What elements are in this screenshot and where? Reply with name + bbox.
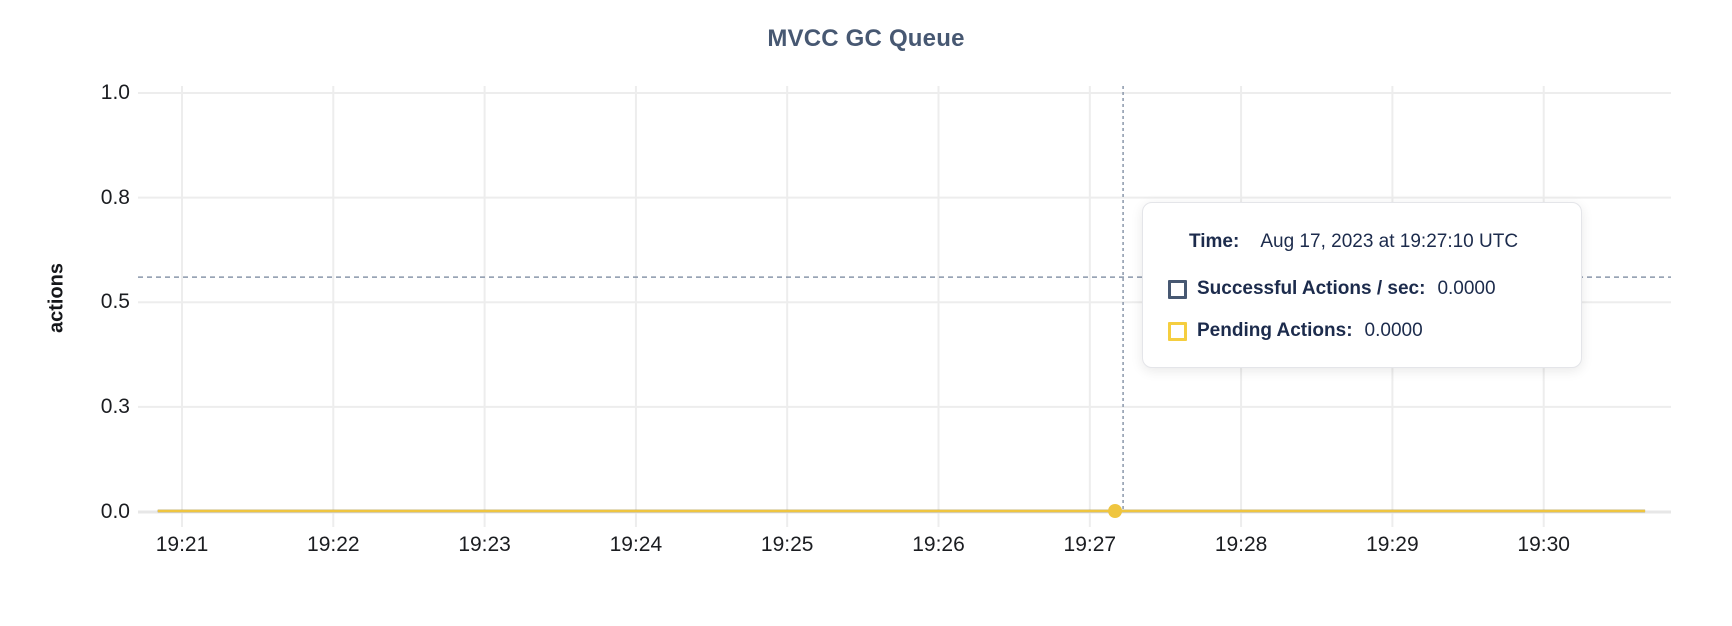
x-tick-label: 19:23 xyxy=(458,533,511,556)
tooltip-successful-actions-value: 0.0000 xyxy=(1437,278,1496,299)
y-tick-label: 0.0 xyxy=(100,499,130,523)
y-tick-label: 0.3 xyxy=(100,394,130,418)
hover-tooltip: Time: Aug 17, 2023 at 19:27:10 UTC Succe… xyxy=(1142,202,1582,368)
hover-point-dot xyxy=(1108,504,1123,518)
tooltip-time-value: Aug 17, 2023 at 19:27:10 UTC xyxy=(1260,231,1519,252)
tooltip-pending-actions-label: Pending Actions: xyxy=(1197,320,1353,341)
x-tick-label: 19:28 xyxy=(1214,533,1268,556)
tooltip-pending-actions-value: 0.0000 xyxy=(1364,320,1423,341)
y-tick-label: 0.5 xyxy=(100,290,130,314)
tooltip-time-row: Time: Aug 17, 2023 at 19:27:10 UTC xyxy=(1189,230,1581,254)
pending-actions-swatch-icon xyxy=(1168,321,1187,341)
x-tick-label: 19:30 xyxy=(1517,533,1570,556)
x-tick-label: 19:24 xyxy=(609,533,663,556)
chart-title: MVCC GC Queue xyxy=(767,25,965,52)
tooltip-successful-actions-row: Successful Actions / sec: 0.0000 xyxy=(1168,277,1581,301)
x-tick-label: 19:22 xyxy=(307,533,360,556)
x-tick-label: 19:29 xyxy=(1366,533,1419,556)
y-tick-label: 1.0 xyxy=(100,81,130,104)
tooltip-pending-actions-row: Pending Actions: 0.0000 xyxy=(1168,319,1581,343)
x-tick-label: 19:27 xyxy=(1063,533,1117,556)
x-tick-label: 19:26 xyxy=(912,533,965,556)
tooltip-time-label: Time: xyxy=(1189,231,1240,252)
x-tick-label: 19:21 xyxy=(155,533,209,556)
tooltip-successful-actions-label: Successful Actions / sec: xyxy=(1197,278,1426,299)
y-tick-label: 0.8 xyxy=(100,185,130,209)
successful-actions-swatch-icon xyxy=(1168,279,1187,299)
x-tick-label: 19:25 xyxy=(760,533,814,556)
